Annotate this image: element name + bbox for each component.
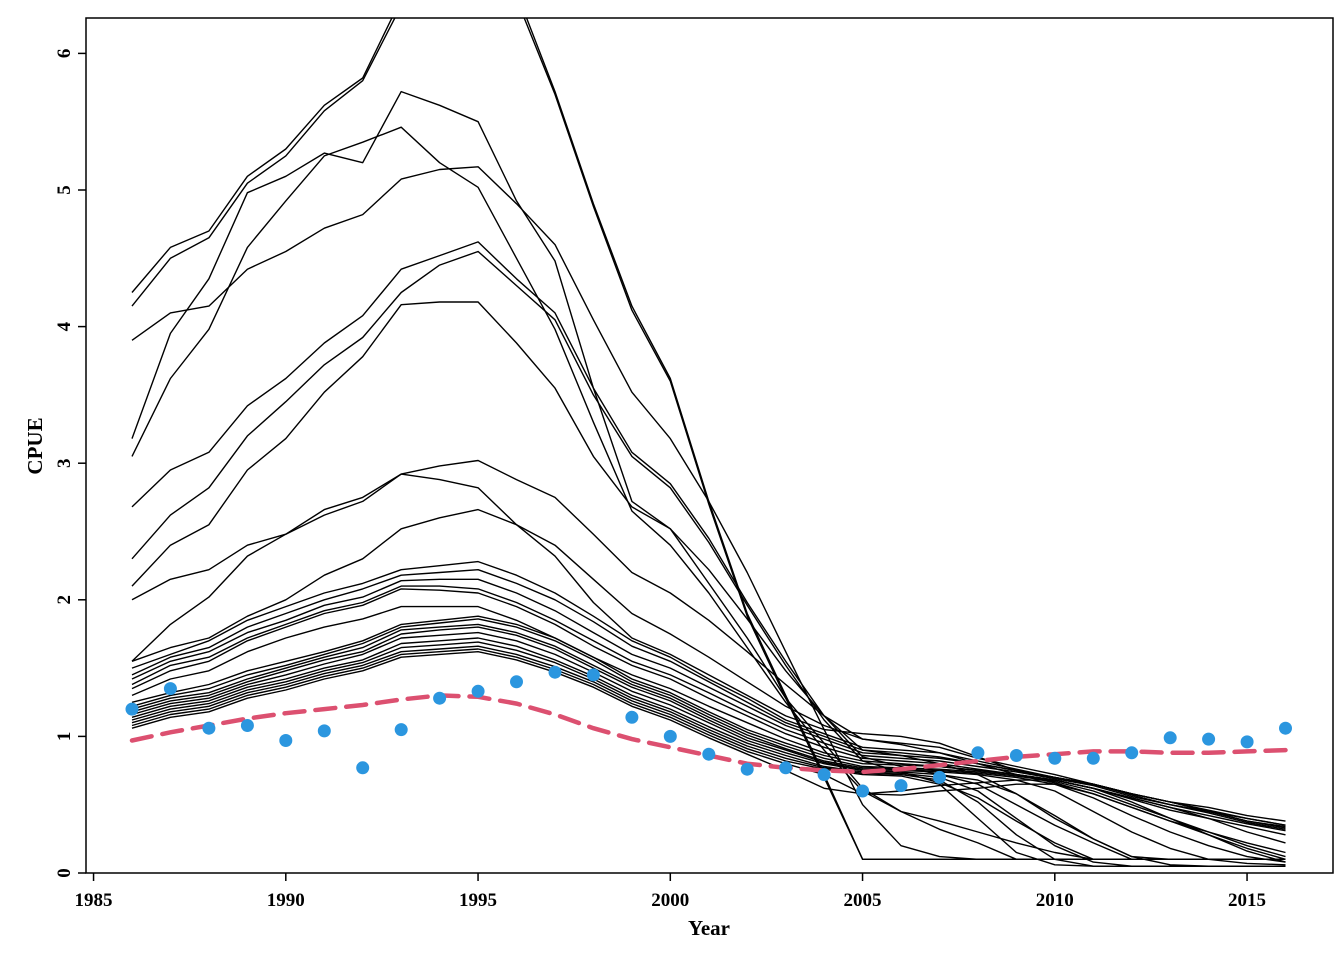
x-tick-label-1990: 1990 <box>267 890 305 911</box>
trajectory-line-14 <box>131 578 1286 829</box>
observed-point-1986 <box>125 702 139 716</box>
observed-point-1992 <box>356 761 370 775</box>
y-tick-label-4: 4 <box>54 321 75 331</box>
y-tick-label-2: 2 <box>54 595 75 605</box>
observed-and-fit <box>125 665 1292 798</box>
observed-point-2010 <box>1048 751 1062 765</box>
observed-point-2003 <box>779 761 793 775</box>
trajectory-line-22 <box>131 631 1286 867</box>
x-tick-label-2015: 2015 <box>1228 890 1266 911</box>
observed-point-2013 <box>1163 731 1177 745</box>
observed-point-2005 <box>856 784 870 798</box>
y-axis: 0 1 2 3 4 5 6 <box>54 49 86 878</box>
trajectory-line-27 <box>131 651 1286 863</box>
y-axis-title: CPUE <box>23 417 47 474</box>
observed-point-2012 <box>1125 746 1139 760</box>
x-tick-label-2010: 2010 <box>1036 890 1074 911</box>
observed-point-1995 <box>471 684 485 698</box>
observed-point-2014 <box>1202 732 1216 746</box>
observed-point-1988 <box>202 721 216 735</box>
observed-point-2002 <box>740 762 754 776</box>
observed-point-1999 <box>625 710 639 724</box>
y-tick-label-1: 1 <box>54 732 75 742</box>
observed-point-1989 <box>240 719 254 732</box>
x-axis-title: Year <box>688 916 730 940</box>
observed-point-1991 <box>317 724 331 738</box>
x-axis: 1985 1990 1995 2000 2005 2010 2015 <box>75 873 1266 911</box>
observed-point-2015 <box>1240 735 1254 749</box>
trajectory-line-26 <box>131 648 1286 860</box>
observed-point-2001 <box>702 747 716 761</box>
trajectory-line-15 <box>131 585 1286 830</box>
trajectory-line-7 <box>131 250 1286 860</box>
observed-point-2007 <box>933 770 946 784</box>
observed-point-1998 <box>586 668 600 682</box>
observed-point-2008 <box>971 746 985 760</box>
x-tick-label-2005: 2005 <box>844 890 882 911</box>
observed-point-2016 <box>1279 721 1292 735</box>
observed-point-1990 <box>279 734 293 747</box>
y-tick-label-3: 3 <box>54 458 75 468</box>
observed-point-2004 <box>817 768 831 782</box>
observed-point-1996 <box>510 675 523 689</box>
observed-point-2000 <box>663 729 677 743</box>
observed-point-1997 <box>548 665 562 679</box>
trajectory-line-23 <box>131 637 1286 867</box>
trajectory-line-21 <box>131 626 1286 866</box>
y-tick-label-6: 6 <box>54 49 75 59</box>
observed-point-2006 <box>894 779 908 793</box>
x-tick-label-1985: 1985 <box>75 890 113 911</box>
y-tick-label-5: 5 <box>54 185 75 195</box>
observed-point-2009 <box>1009 749 1023 762</box>
observed-point-1994 <box>433 691 447 705</box>
trajectory-line-20 <box>131 623 1286 863</box>
trajectory-line-19 <box>131 618 1286 858</box>
y-tick-label-0: 0 <box>54 868 75 878</box>
x-tick-label-2000: 2000 <box>651 890 689 911</box>
observed-point-1987 <box>163 682 177 696</box>
observed-point-1993 <box>394 723 408 737</box>
plot-frame <box>85 17 1334 874</box>
trajectory-lines <box>131 18 1286 867</box>
trajectory-line-6 <box>131 241 1286 860</box>
x-tick-label-1995: 1995 <box>459 890 497 911</box>
trajectory-line-25 <box>131 645 1286 867</box>
observed-point-2011 <box>1086 751 1100 765</box>
